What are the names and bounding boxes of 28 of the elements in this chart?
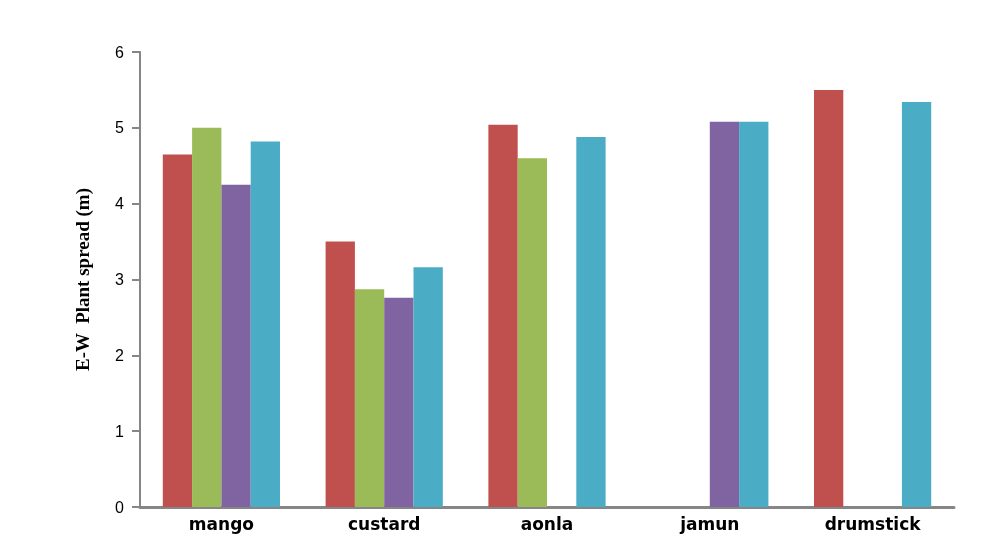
x-tick-label: aonla	[520, 513, 574, 534]
y-tick-label: 3	[115, 271, 125, 288]
bar	[384, 297, 414, 507]
x-tick-label: drumstick	[824, 513, 922, 534]
x-tick-label: custard	[347, 513, 421, 534]
y-tick-label: 0	[115, 498, 125, 516]
bar	[354, 289, 385, 507]
y-tick-label: 4	[115, 195, 125, 213]
x-tick-label: jamun	[679, 513, 740, 534]
y-tick-label: 5	[115, 119, 125, 137]
y-tick-label: 6	[115, 43, 125, 61]
y-tick-label: 1	[115, 422, 125, 440]
bar	[325, 241, 355, 507]
bar	[413, 267, 443, 507]
y-tick-label: 2	[115, 346, 125, 364]
bar	[250, 141, 281, 507]
y-axis-title: E-W Plant spread (m)	[72, 188, 94, 371]
bar	[901, 102, 932, 507]
x-tick-label: mango	[188, 513, 254, 534]
bar	[576, 136, 606, 507]
bar	[192, 127, 222, 507]
bar	[739, 121, 769, 507]
bar	[488, 124, 518, 507]
bar	[221, 184, 251, 507]
bar	[517, 158, 547, 507]
bar	[813, 89, 844, 507]
bar	[162, 154, 193, 507]
bar	[709, 121, 740, 507]
